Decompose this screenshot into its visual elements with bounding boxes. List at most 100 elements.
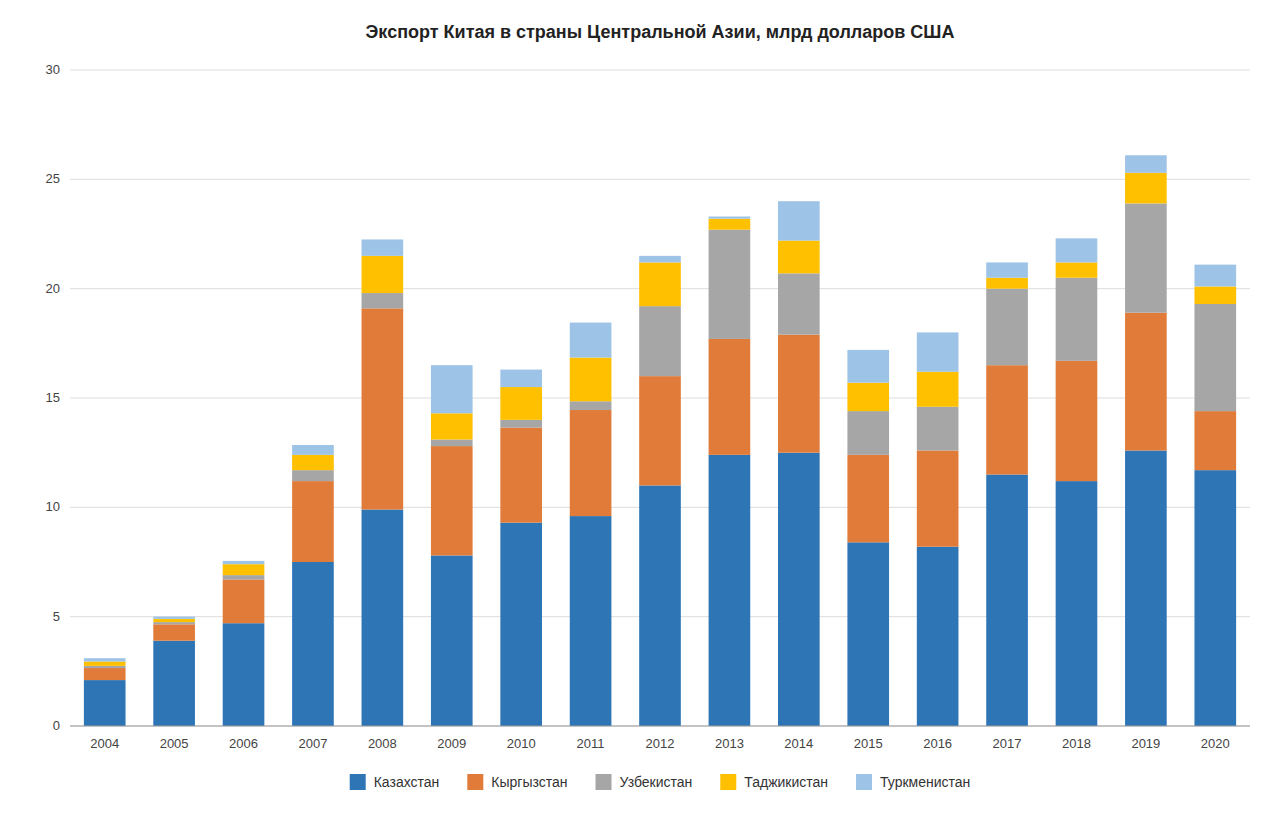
bar: [639, 485, 681, 726]
bar: [778, 273, 820, 334]
bar: [500, 428, 542, 523]
bar: [709, 217, 751, 219]
bar: [1194, 411, 1236, 470]
bar: [847, 542, 889, 726]
y-tick-label: 0: [53, 718, 60, 733]
bar: [1056, 278, 1098, 361]
bar: [986, 262, 1028, 277]
bar: [570, 516, 612, 726]
bar: [292, 470, 334, 481]
bar: [778, 335, 820, 453]
x-tick-label: 2019: [1131, 736, 1160, 751]
bar: [917, 450, 959, 546]
x-tick-label: 2004: [90, 736, 119, 751]
y-tick-label: 20: [46, 281, 60, 296]
legend-item: Узбекистан: [596, 774, 693, 790]
bar: [292, 455, 334, 470]
background: [0, 0, 1280, 836]
bar: [153, 641, 195, 726]
bar: [1056, 262, 1098, 277]
bar: [362, 308, 404, 509]
bar: [986, 365, 1028, 474]
bar: [917, 372, 959, 407]
x-tick-label: 2017: [993, 736, 1022, 751]
bar: [847, 411, 889, 455]
bar: [570, 410, 612, 516]
bar: [639, 376, 681, 485]
x-tick-label: 2008: [368, 736, 397, 751]
bar: [500, 370, 542, 387]
bar: [292, 481, 334, 562]
bar: [1194, 304, 1236, 411]
bar: [431, 413, 473, 439]
bar: [917, 547, 959, 726]
bar: [362, 510, 404, 726]
bar: [639, 306, 681, 376]
legend-swatch: [350, 774, 366, 790]
bar: [917, 332, 959, 371]
bar: [431, 365, 473, 413]
y-tick-label: 5: [53, 609, 60, 624]
bar: [1056, 481, 1098, 726]
bar: [292, 562, 334, 726]
grid-line: [70, 70, 1250, 71]
bar: [1125, 203, 1167, 312]
bar: [153, 624, 195, 640]
bar: [709, 219, 751, 230]
bar: [153, 622, 195, 624]
bar: [84, 666, 126, 668]
bar: [84, 658, 126, 661]
grid-line: [70, 726, 1250, 727]
bar: [223, 561, 265, 564]
x-tick-label: 2011: [577, 736, 605, 751]
legend-swatch: [596, 774, 612, 790]
x-tick-label: 2018: [1062, 736, 1091, 751]
x-tick-label: 2005: [160, 736, 189, 751]
x-tick-label: 2015: [854, 736, 883, 751]
legend-label: Казахстан: [374, 774, 440, 790]
bar: [362, 256, 404, 293]
bar: [847, 383, 889, 411]
x-tick-label: 2009: [437, 736, 466, 751]
x-tick-label: 2020: [1201, 736, 1230, 751]
legend-item: Туркменистан: [856, 774, 970, 790]
grid-line: [70, 179, 1250, 180]
x-tick-label: 2016: [923, 736, 952, 751]
bar: [709, 455, 751, 726]
grid: [70, 70, 1250, 726]
bar: [709, 230, 751, 339]
bar: [917, 407, 959, 451]
bar: [431, 440, 473, 447]
bar: [1194, 286, 1236, 303]
x-tick-label: 2014: [784, 736, 813, 751]
bar: [570, 358, 612, 402]
chart: Экспорт Китая в страны Центральной Азии,…: [0, 0, 1280, 836]
y-tick-label: 30: [46, 62, 60, 77]
bar: [1194, 470, 1236, 726]
bar: [986, 289, 1028, 366]
bar: [431, 555, 473, 726]
bars: [84, 155, 1236, 726]
bar: [223, 564, 265, 575]
bar: [223, 579, 265, 623]
legend-label: Кыргызстан: [491, 774, 567, 790]
x-tick-label: 2010: [507, 736, 536, 751]
x-tick-label: 2012: [646, 736, 675, 751]
x-tick-label: 2007: [298, 736, 327, 751]
bar: [986, 475, 1028, 726]
x-axis-line: [70, 726, 1250, 727]
bar: [570, 401, 612, 410]
y-tick-label: 10: [46, 499, 60, 514]
bar: [362, 239, 404, 255]
legend-swatch: [467, 774, 483, 790]
bar: [1125, 313, 1167, 451]
legend: КазахстанКыргызстанУзбекистанТаджикистан…: [350, 774, 971, 790]
bar: [1125, 450, 1167, 726]
x-tick-label: 2013: [715, 736, 744, 751]
bar: [84, 668, 126, 680]
bar: [778, 241, 820, 274]
bar: [778, 453, 820, 726]
bar: [1194, 265, 1236, 287]
bar: [84, 680, 126, 726]
bar: [223, 575, 265, 579]
